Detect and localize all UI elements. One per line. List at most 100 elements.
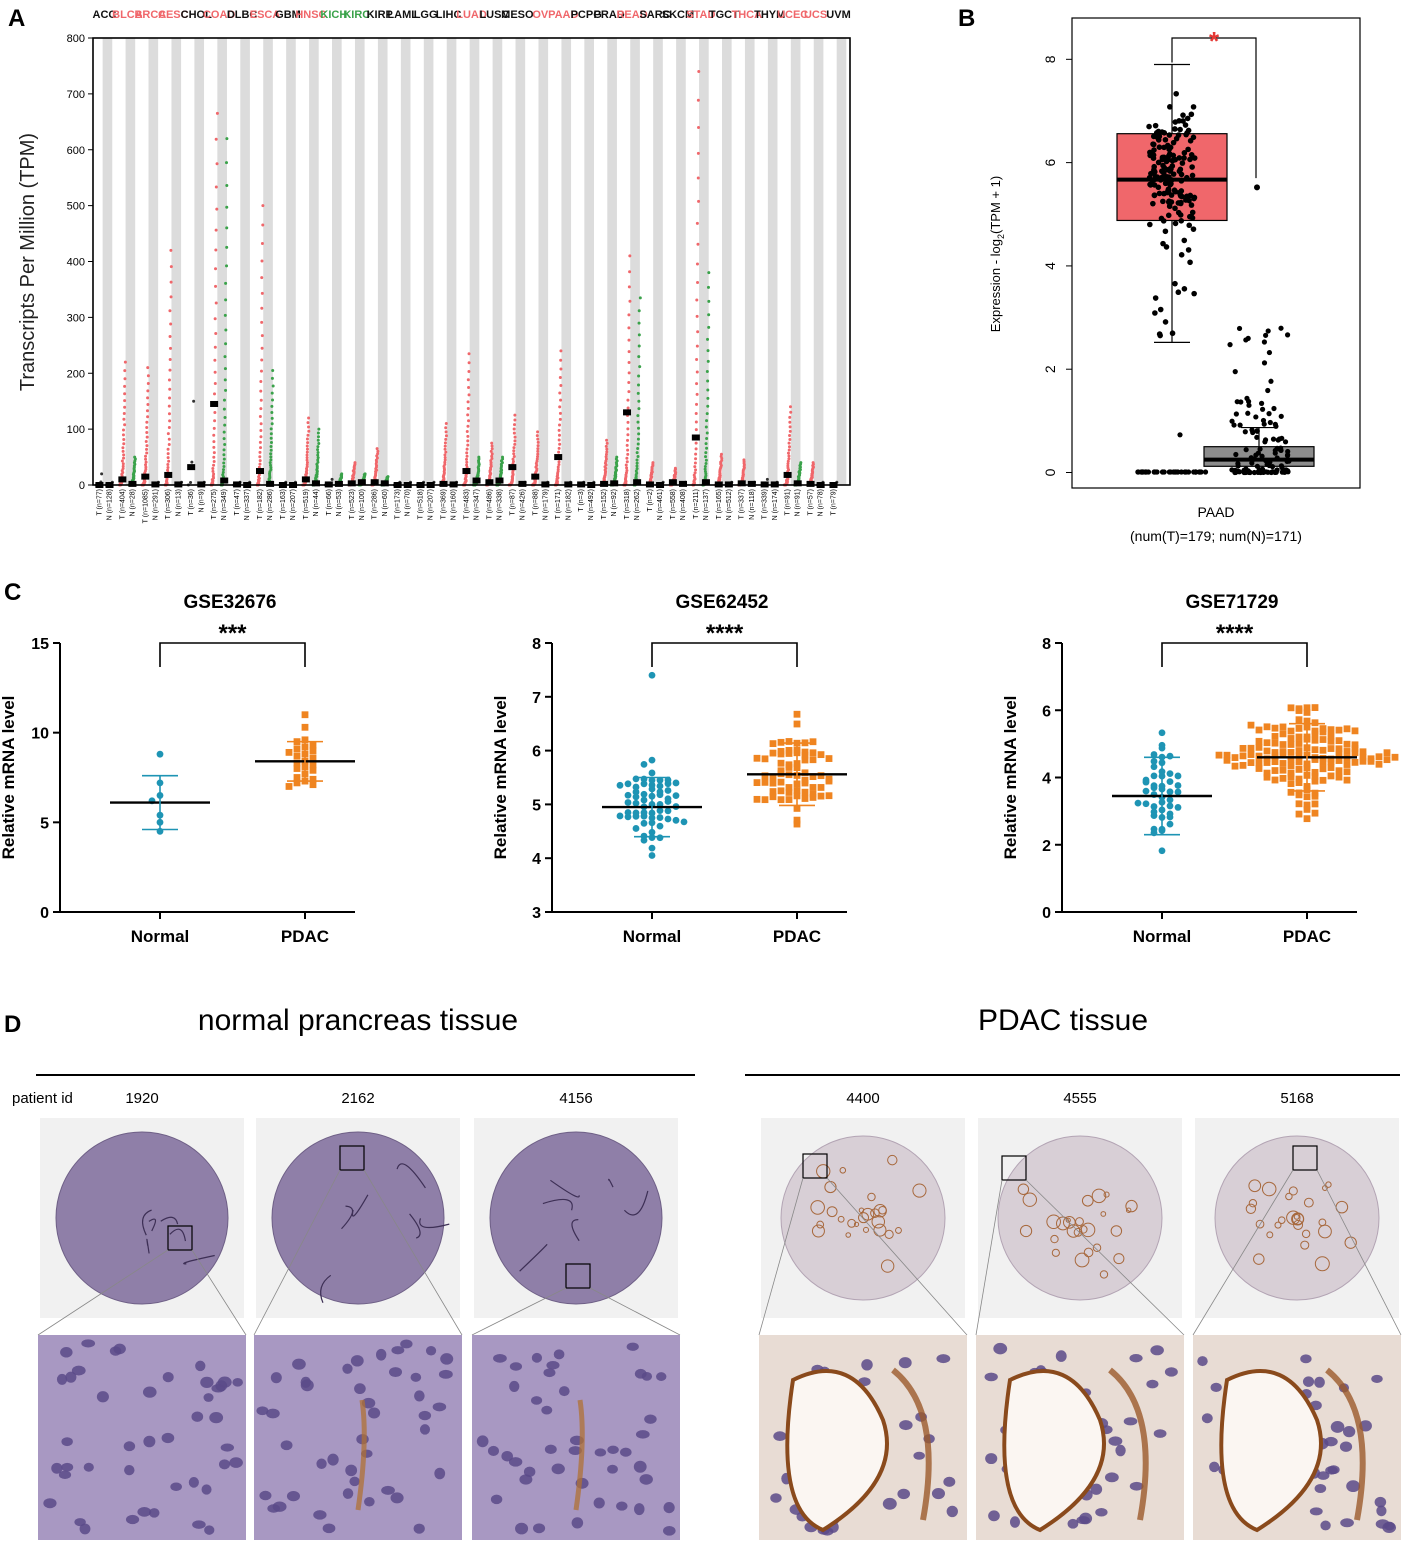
panel-d-nucleus [1210,1382,1222,1393]
panel-c-pdac-point [1271,767,1279,774]
panel-d-core-crack [542,1198,573,1211]
panel-a-point [558,417,562,421]
panel-a-point [269,468,273,472]
panel-d-zoom-guide-left [253,1169,341,1336]
panel-a-point [260,276,264,280]
panel-a-point [121,467,125,471]
panel-a-point [704,461,708,465]
panel-b-normal-point [1245,335,1251,341]
panel-c-pdac-point [1383,756,1391,764]
panel-c-pdac-point [1287,704,1295,712]
panel-a-point [703,470,707,474]
panel-a-point [490,447,494,451]
panel-c-normal-point [624,791,632,799]
panel-b-normal-point [1272,450,1278,456]
panel-a-point [535,434,539,438]
panel-c-pdac-point [1351,727,1359,735]
panel-c-pdac-point [1343,748,1351,755]
panel-d-nucleus [1371,1374,1383,1383]
panel-a-point [444,437,448,441]
panel-a-point [786,464,790,468]
panel-a-point [535,457,539,461]
panel-d-tissue-core [271,1131,445,1305]
panel-d-core-stain-spot [884,1229,894,1239]
panel-c-pdac-point [285,783,293,790]
panel-d-nucleus [1309,1507,1323,1516]
panel-a-point [696,242,700,246]
panel-a-point [146,403,150,407]
panel-c-pdac-point [1255,759,1263,767]
panel-a-point [146,374,150,378]
panel-d-nucleus [644,1414,657,1424]
panel-a-point [535,459,539,463]
panel-a-point [637,374,641,378]
panel-a-stripe [102,38,113,485]
panel-d-duct-stain [355,1399,367,1511]
panel-b-tumor-point [1188,202,1195,208]
panel-a-point [695,370,699,374]
panel-a-point [466,424,470,428]
panel-a-group-label: N (n=286) [267,489,274,520]
panel-a-point [627,338,631,342]
panel-a-group-label: N (n=100) [359,489,366,520]
panel-a-point [636,391,640,395]
panel-d-core-stain-spot [1051,1248,1060,1257]
panel-a-group-label: T (n=211) [693,489,700,519]
panel-c-normal-point [648,834,656,841]
panel-c-normal-point [632,809,640,817]
panel-c-pdac-point [1255,743,1263,751]
panel-c-ytick-label: 4 [532,851,541,868]
panel-a-point [465,451,469,455]
panel-d-zoom-guide-right [1025,1179,1185,1336]
panel-a-point [558,411,562,415]
panel-d-core-stain-spot [1019,1224,1033,1238]
panel-a-point [605,441,609,445]
panel-d-core-stain-spot [837,1215,845,1223]
panel-a-point [556,465,560,469]
panel-d-nucleus [204,1525,215,1535]
panel-a-point [694,468,698,472]
panel-d-nucleus [1129,1353,1143,1363]
panel-a-point [225,245,229,249]
panel-d-nucleus [280,1440,293,1451]
panel-c-pdac-point [1279,723,1287,731]
panel-d-nucleus [1340,1518,1354,1528]
panel-c-normal-point [640,836,648,844]
panel-a-point [466,378,470,382]
panel-a-point [536,430,540,434]
panel-a-point [696,98,700,102]
panel-d-core-stain-spot [1056,1216,1070,1231]
panel-a-point [695,221,699,225]
panel-b-normal-point [1266,349,1273,356]
panel-a-median-mark [118,476,127,483]
panel-d-core-stain-spot [1110,1225,1123,1237]
panel-d-nucleus [639,1474,653,1485]
panel-a-group-label: T (n=165) [716,489,723,519]
panel-a-point [168,368,172,372]
panel-a-point [558,423,562,427]
panel-c-pdac-point [769,749,777,757]
panel-a-stripe [561,38,572,485]
panel-d-nucleus [58,1470,72,1480]
panel-c-normal-point [664,807,672,815]
panel-c-pdac-point [1295,779,1303,786]
panel-d-nucleus [1209,1461,1220,1473]
panel-a-stripe [744,38,755,485]
panel-c-pdac-point [1351,745,1359,752]
panel-b-tumor-point [1152,173,1159,180]
panel-b-tumor-point [1178,218,1185,224]
panel-a-point [637,399,641,403]
panel-d-nucleus [1330,1421,1345,1433]
panel-b-tumor-point [1188,111,1195,118]
panel-b-tumor-point [1190,104,1197,110]
panel-a-point [212,440,216,444]
panel-b-tumor-low-point [1177,432,1183,438]
panel-a-point [212,433,216,437]
panel-a-point [316,438,320,442]
panel-c-significance-bracket [1161,642,1308,667]
panel-d-zoom-guide-left [975,1179,1003,1336]
panel-c-pdac-point [1287,788,1295,796]
panel-a-point [490,441,494,445]
panel-a-point [145,409,149,413]
panel-a-point [222,465,226,469]
